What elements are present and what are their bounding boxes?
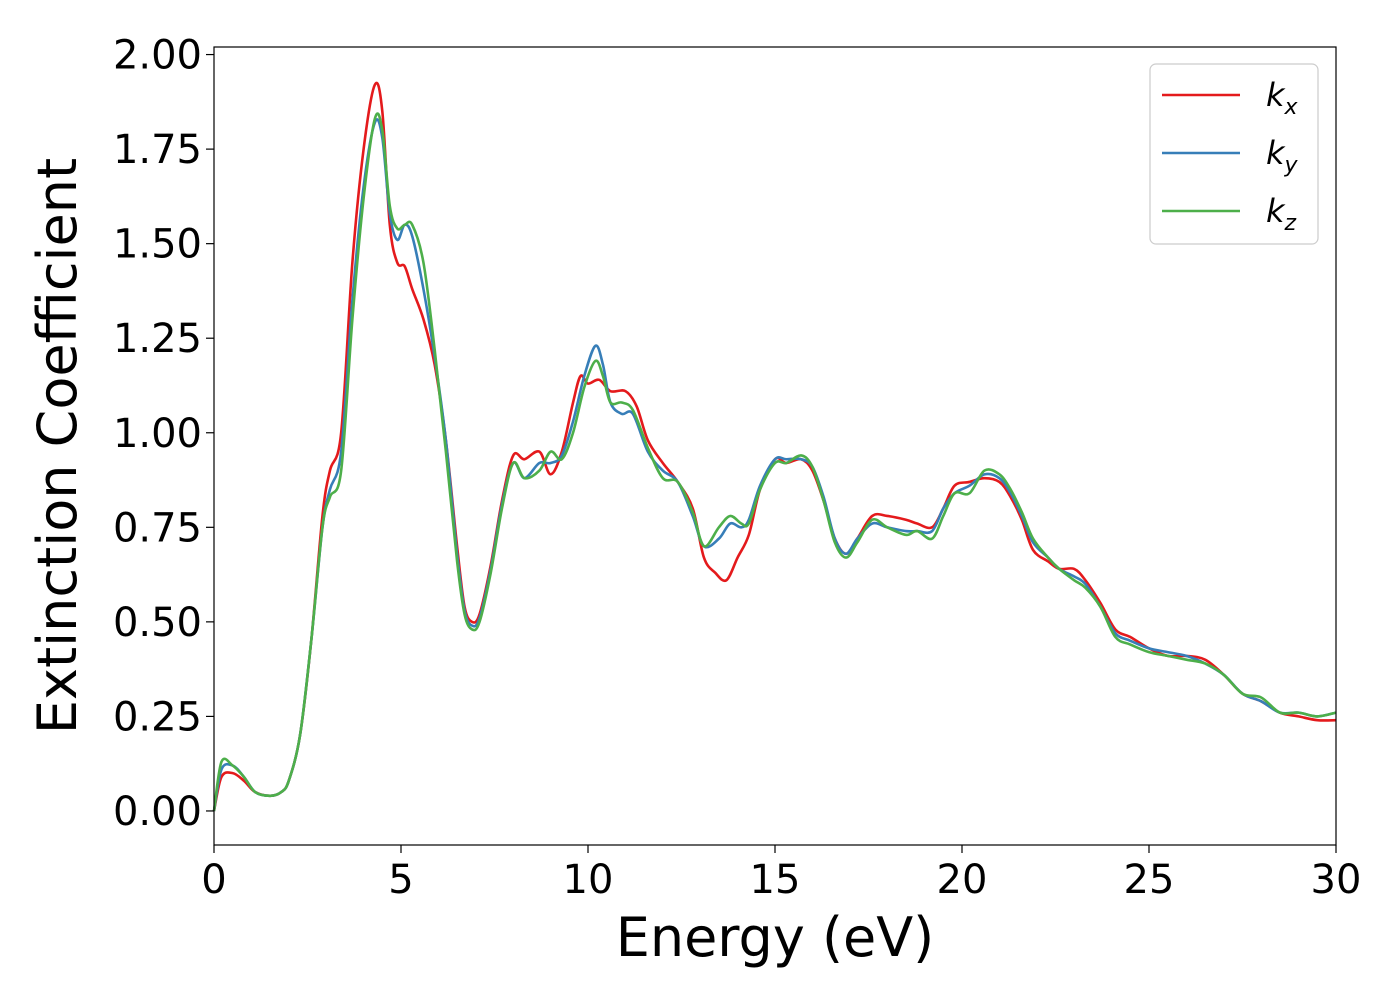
- x-tick-label: 5: [388, 857, 413, 903]
- y-tick-label: 0.75: [113, 505, 202, 551]
- x-tick-label: 25: [1124, 857, 1175, 903]
- x-tick-label: 0: [201, 857, 226, 903]
- y-tick-label: 1.25: [113, 316, 202, 362]
- series-layer: [212, 81, 1337, 812]
- x-axis-title: Energy (eV): [616, 906, 935, 969]
- x-axis-ticks: 0 5 10 15 20 25 30: [201, 845, 1361, 903]
- y-tick-label: 0.50: [113, 600, 202, 646]
- legend-label-y: ky: [1266, 134, 1299, 178]
- x-tick-label: 10: [563, 857, 614, 903]
- y-tick-label: 2.00: [113, 33, 202, 79]
- x-tick-label: 20: [937, 857, 988, 903]
- y-tick-label: 0.25: [113, 694, 202, 740]
- legend-label-x: kx: [1266, 76, 1299, 120]
- legend-label-z: kz: [1266, 192, 1297, 236]
- legend: kx ky kz: [1149, 63, 1319, 245]
- y-axis-title: Extinction Coefficient: [26, 158, 89, 734]
- y-tick-label: 0.00: [113, 789, 202, 835]
- y-axis-ticks: 0.00 0.25 0.50 0.75 1.00 1.25 1.50 1.75 2.00: [113, 33, 214, 835]
- x-tick-label: 15: [750, 857, 801, 903]
- y-tick-label: 1.75: [113, 127, 202, 173]
- x-tick-label: 30: [1311, 857, 1362, 903]
- y-tick-label: 1.00: [113, 411, 202, 457]
- y-tick-label: 1.50: [113, 222, 202, 268]
- series-line-z: [212, 112, 1337, 812]
